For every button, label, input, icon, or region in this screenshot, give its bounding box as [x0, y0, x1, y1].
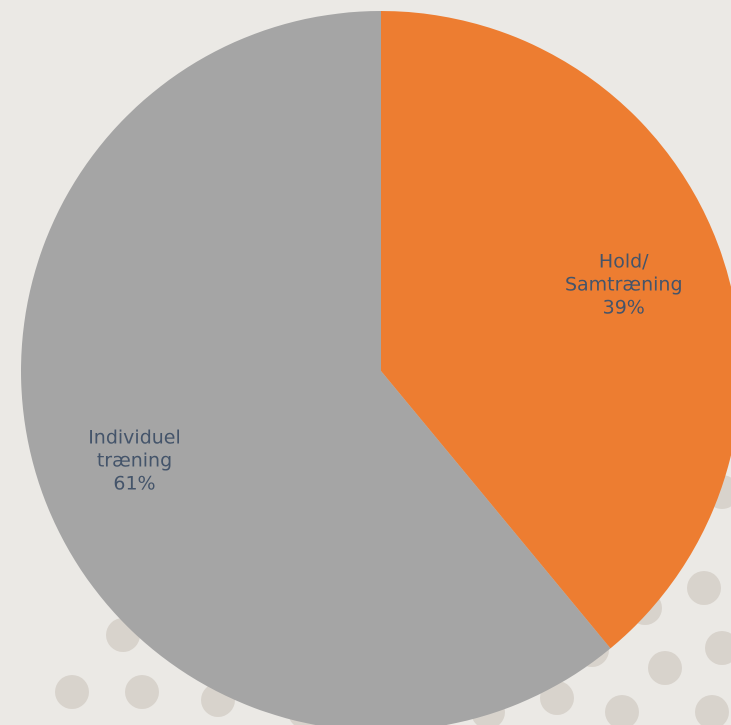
decor-dot: [55, 675, 89, 709]
decor-dot: [605, 695, 639, 725]
pie-slice-category-label: træning: [97, 450, 172, 472]
pie-slice-value-label: 39%: [603, 297, 645, 319]
decor-dot: [695, 695, 729, 725]
pie-slice-label-1: Individuel træning 61%: [88, 427, 181, 495]
pie-slice-label-0: Hold/Samtræning 39%: [565, 251, 683, 319]
pie-slices: [21, 11, 731, 725]
pie-slice-value-label: 61%: [113, 473, 155, 495]
decor-dot: [687, 571, 721, 605]
pie-slice-0: [381, 11, 731, 649]
pie-slice-category-label: Hold/: [599, 251, 649, 273]
decor-dot: [705, 631, 731, 665]
decor-dot: [648, 651, 682, 685]
pie-labels: Hold/Samtræning 39% Individuel træning 61%: [88, 251, 682, 495]
pie-slice-category-label: Individuel: [88, 427, 181, 449]
decor-dot: [125, 675, 159, 709]
pie-slice-1: [21, 11, 611, 725]
pie-slice-category-label: Samtræning: [565, 274, 683, 296]
